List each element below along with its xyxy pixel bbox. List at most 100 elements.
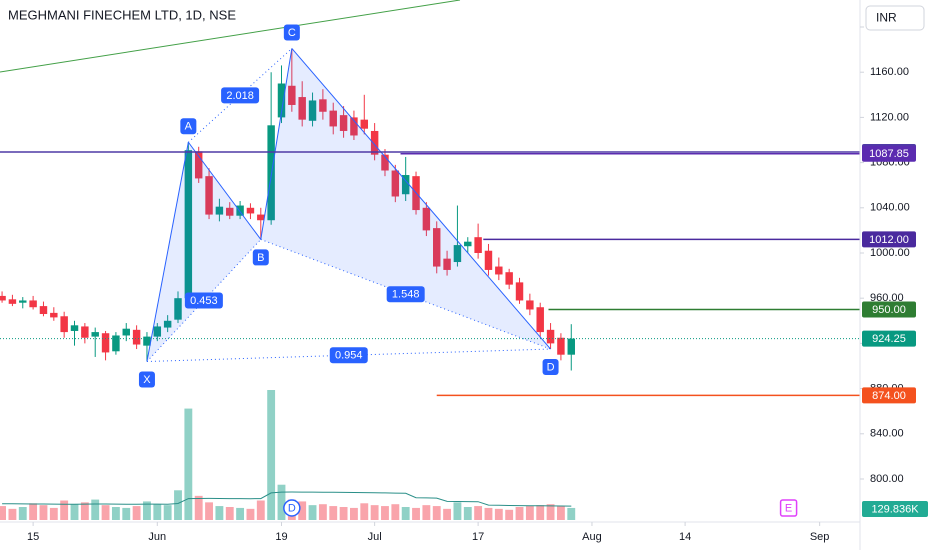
volume-bar xyxy=(267,390,276,520)
candle-body xyxy=(101,333,110,353)
y-tick-label: 840.00 xyxy=(870,428,904,440)
candle-body xyxy=(163,320,172,328)
volume-bar xyxy=(49,507,58,520)
candle-body xyxy=(515,282,524,301)
volume-bar xyxy=(298,501,307,520)
volume-bar xyxy=(443,508,452,520)
trend-line xyxy=(0,0,461,73)
price-badge-label: 1087.85 xyxy=(869,148,909,160)
volume-bar xyxy=(70,504,79,520)
candle-body xyxy=(391,170,400,197)
currency-label[interactable]: INR xyxy=(876,11,897,25)
volume-bar xyxy=(453,502,462,520)
pattern-point-label: A xyxy=(185,121,193,133)
price-badge-label: 874.00 xyxy=(872,390,906,402)
candle-body xyxy=(194,151,203,179)
currency-button[interactable] xyxy=(865,5,925,31)
volume-bar xyxy=(277,484,286,520)
price-badge xyxy=(862,501,928,517)
volume-bar xyxy=(8,508,17,520)
ratio-line xyxy=(188,48,293,143)
ratio-label-box xyxy=(386,286,425,303)
price-badge-label: 950.00 xyxy=(872,304,906,316)
volume-bar xyxy=(381,506,389,520)
volume-bar xyxy=(174,490,182,520)
candle-body xyxy=(308,100,317,121)
candle-body xyxy=(288,85,296,105)
x-tick-label: 14 xyxy=(679,531,691,543)
price-badge-label: 924.25 xyxy=(872,333,906,345)
volume-bar xyxy=(556,506,565,520)
candle-body xyxy=(360,119,369,129)
ratio-label-box xyxy=(184,292,223,309)
price-badge xyxy=(862,330,916,347)
volume-bar xyxy=(111,507,120,520)
y-tick-label: 1160.00 xyxy=(870,66,909,78)
candle-body xyxy=(236,205,244,216)
volume-bar xyxy=(318,504,327,520)
candle-body xyxy=(443,258,451,270)
x-tick-label: Jul xyxy=(368,531,382,543)
ratio-label: 1.548 xyxy=(392,289,420,301)
price-badge xyxy=(862,387,916,404)
candle-body xyxy=(339,115,348,131)
volume-bar xyxy=(360,503,369,520)
volume-bar xyxy=(474,506,483,520)
volume-bar xyxy=(184,408,193,520)
candle-body xyxy=(184,150,193,299)
volume-bar xyxy=(422,505,431,520)
pattern-point-label-box xyxy=(138,371,155,388)
candle-body xyxy=(81,326,89,338)
volume-bar xyxy=(29,503,38,520)
pattern-point-label: B xyxy=(257,252,264,264)
candle-body xyxy=(153,326,162,337)
price-badge xyxy=(862,301,916,318)
candle-body xyxy=(536,307,544,333)
pattern-point-label: D xyxy=(547,361,555,373)
candle-body xyxy=(567,338,575,355)
ratio-label: 2.018 xyxy=(226,90,254,102)
volume-bar xyxy=(463,507,472,520)
volume-bar xyxy=(308,505,317,520)
candle-body xyxy=(557,337,565,355)
candle-body xyxy=(91,332,99,337)
candle-body xyxy=(215,206,224,215)
candle-body xyxy=(29,300,37,308)
x-tick-label: Aug xyxy=(582,531,602,543)
candle-body xyxy=(112,335,120,352)
pattern-leg xyxy=(291,48,551,350)
x-tick-label: 17 xyxy=(472,531,484,543)
price-badge xyxy=(862,145,916,162)
volume-bar xyxy=(153,504,162,520)
pattern-point-label: C xyxy=(288,27,296,39)
volume-bar xyxy=(525,506,534,520)
candle-body xyxy=(453,245,462,263)
candle-body xyxy=(60,316,68,333)
price-badge-label: 129.836K xyxy=(871,503,919,515)
volume-bar xyxy=(391,504,400,520)
candle-body xyxy=(370,130,379,155)
candle-body xyxy=(8,299,17,304)
candle-body xyxy=(246,207,255,214)
event-marker xyxy=(779,499,798,517)
volume-bar xyxy=(515,507,524,520)
volume-bar xyxy=(256,500,265,520)
candle-body xyxy=(401,175,410,195)
candle-body xyxy=(0,295,6,301)
volume-bar xyxy=(132,506,141,520)
pattern-fill xyxy=(146,142,261,362)
event-label: D xyxy=(288,502,296,514)
chart-title: MEGHMANI FINECHEM LTD, 1D, NSE xyxy=(8,7,236,22)
ratio-label-box xyxy=(221,87,260,104)
candle-body xyxy=(433,228,441,267)
y-tick-label: 800.00 xyxy=(870,473,904,485)
price-badge xyxy=(862,231,916,248)
volume-bar xyxy=(536,505,545,520)
volume-bar xyxy=(370,505,379,520)
y-tick-label: 1120.00 xyxy=(870,111,909,123)
candle-body xyxy=(381,154,389,171)
volume-bar xyxy=(567,507,576,520)
